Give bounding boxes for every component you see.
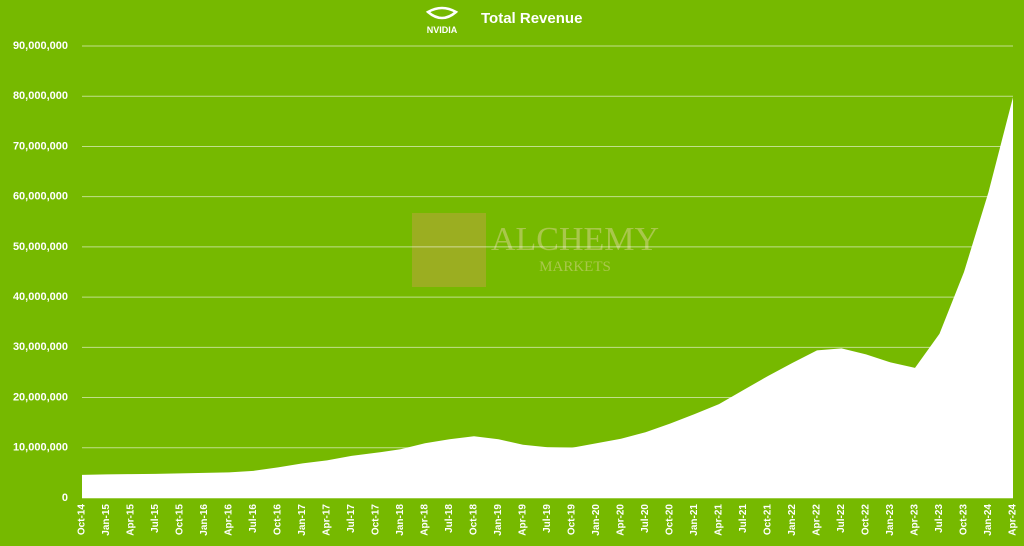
x-tick-label: Jul-23 bbox=[934, 504, 945, 533]
x-tick-label: Oct-19 bbox=[567, 504, 578, 536]
y-tick-label: 90,000,000 bbox=[13, 40, 68, 52]
y-tick-label: 30,000,000 bbox=[13, 341, 68, 353]
x-tick-label: Oct-18 bbox=[469, 504, 480, 536]
watermark-subtext: MARKETS bbox=[539, 259, 611, 275]
x-tick-label: Jan-22 bbox=[787, 504, 798, 536]
x-tick-label: Oct-14 bbox=[77, 504, 88, 536]
x-tick-label: Apr-24 bbox=[1008, 504, 1019, 536]
x-tick-label: Apr-22 bbox=[812, 504, 823, 536]
x-tick-label: Apr-16 bbox=[224, 504, 235, 536]
x-tick-label: Apr-21 bbox=[714, 504, 725, 536]
y-tick-label: 40,000,000 bbox=[13, 291, 68, 303]
watermark-icon bbox=[412, 213, 486, 287]
x-tick-label: Oct-15 bbox=[175, 504, 186, 536]
y-tick-label: 0 bbox=[62, 492, 68, 504]
x-tick-label: Jul-21 bbox=[738, 504, 749, 533]
x-tick-label: Jul-22 bbox=[836, 504, 847, 533]
x-tick-label: Jan-23 bbox=[885, 504, 896, 536]
chart-title: Total Revenue bbox=[481, 10, 582, 27]
x-tick-label: Jan-16 bbox=[199, 504, 210, 536]
x-tick-label: Oct-23 bbox=[959, 504, 970, 536]
y-tick-label: 60,000,000 bbox=[13, 191, 68, 203]
x-tick-label: Apr-23 bbox=[910, 504, 921, 536]
x-tick-label: Oct-16 bbox=[273, 504, 284, 536]
area bbox=[82, 97, 1013, 498]
x-tick-label: Jul-15 bbox=[150, 504, 161, 533]
x-tick-label: Jan-17 bbox=[297, 504, 308, 536]
x-tick-label: Jan-15 bbox=[101, 504, 112, 536]
x-tick-label: Apr-15 bbox=[126, 504, 137, 536]
x-tick-label: Jan-24 bbox=[983, 504, 994, 536]
x-tick-label: Jul-18 bbox=[444, 504, 455, 533]
watermark-text: ALCHEMY bbox=[491, 221, 659, 258]
y-tick-label: 50,000,000 bbox=[13, 241, 68, 253]
x-tick-label: Jan-18 bbox=[395, 504, 406, 536]
x-tick-label: Jul-19 bbox=[542, 504, 553, 533]
logo: NVIDIA bbox=[425, 6, 459, 35]
logo-text: NVIDIA bbox=[427, 25, 458, 35]
x-tick-label: Oct-21 bbox=[763, 504, 774, 536]
y-tick-label: 20,000,000 bbox=[13, 391, 68, 403]
x-tick-label: Oct-17 bbox=[371, 504, 382, 536]
watermark: ALCHEMY MARKETS bbox=[412, 213, 659, 287]
x-tick-label: Apr-18 bbox=[420, 504, 431, 536]
x-tick-label: Apr-20 bbox=[616, 504, 627, 536]
x-tick-label: Oct-22 bbox=[861, 504, 872, 536]
x-tick-label: Jan-20 bbox=[591, 504, 602, 536]
x-tick-label: Oct-20 bbox=[665, 504, 676, 536]
x-tick-label: Jul-17 bbox=[346, 504, 357, 533]
x-tick-label: Jan-19 bbox=[493, 504, 504, 536]
y-tick-label: 80,000,000 bbox=[13, 90, 68, 102]
x-tick-label: Jan-21 bbox=[689, 504, 700, 536]
logo-eye bbox=[425, 6, 459, 20]
x-tick-label: Jul-16 bbox=[248, 504, 259, 533]
y-tick-label: 10,000,000 bbox=[13, 442, 68, 454]
x-tick-label: Apr-19 bbox=[518, 504, 529, 536]
y-tick-label: 70,000,000 bbox=[13, 140, 68, 152]
x-tick-label: Apr-17 bbox=[322, 504, 333, 536]
x-tick-label: Jul-20 bbox=[640, 504, 651, 533]
